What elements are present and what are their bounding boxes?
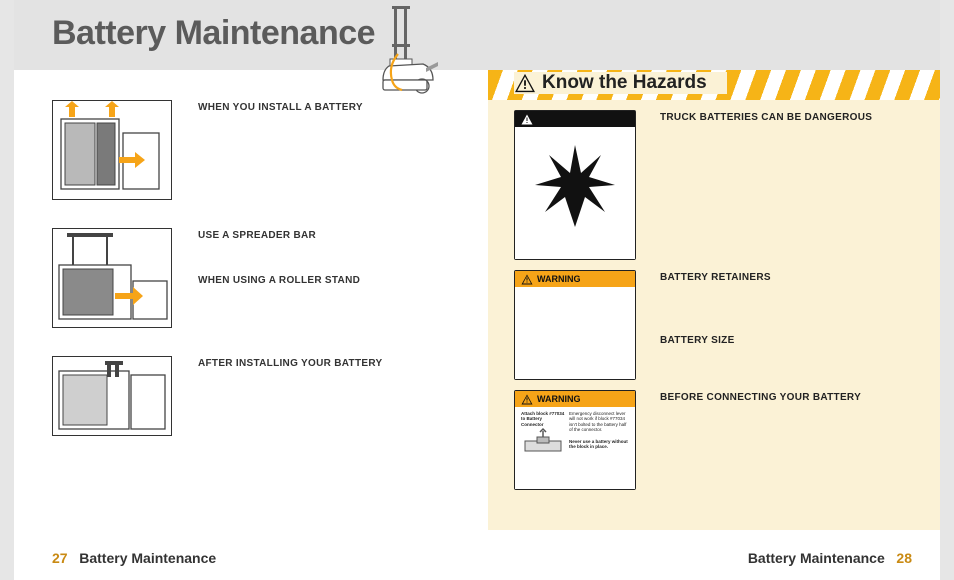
hazards-title-text: Know the Hazards (542, 72, 707, 94)
hazard-card-2-body (515, 287, 635, 379)
hazard-row-2: WARNING BATTERY RETAINERS BATTERY SIZE (514, 270, 914, 380)
hazard-card-3-bar: WARNING (515, 391, 635, 407)
explosion-icon (515, 127, 635, 257)
step-1: WHEN YOU INSTALL A BATTERY (52, 100, 472, 200)
hazard-3-heading: BEFORE CONNECTING YOUR BATTERY (660, 390, 861, 405)
card3-text-1: Attach block #77034 to Battery Connector (521, 411, 565, 427)
step-1-illustration (52, 100, 172, 200)
warning-triangle-icon (521, 394, 533, 405)
page: Battery Maintenance (14, 0, 940, 580)
forklift-top-illustration (364, 4, 454, 109)
hazards-section-title: Know the Hazards (514, 72, 727, 94)
hazard-row-1: TRUCK BATTERIES CAN BE DANGEROUS (514, 110, 914, 260)
hazard-1-heading: TRUCK BATTERIES CAN BE DANGEROUS (660, 110, 872, 125)
hazard-card-1 (514, 110, 636, 260)
step-1-heading: WHEN YOU INSTALL A BATTERY (198, 100, 363, 115)
step-2-heading-b: WHEN USING A ROLLER STAND (198, 273, 360, 288)
hazard-card-3-body: Attach block #77034 to Battery Connector… (515, 407, 635, 489)
hazard-card-1-bar (515, 111, 635, 127)
hazard-2-text: BATTERY RETAINERS BATTERY SIZE (660, 270, 771, 348)
hazard-row-3: WARNING Attach block #77034 to Battery C… (514, 390, 914, 490)
step-2: USE A SPREADER BAR WHEN USING A ROLLER S… (52, 228, 472, 328)
left-steps-column: WHEN YOU INSTALL A BATTERY USE A SPREADE… (52, 100, 472, 464)
hazard-card-2: WARNING (514, 270, 636, 380)
step-2-heading-a: USE A SPREADER BAR (198, 228, 360, 243)
warning-label: WARNING (537, 394, 581, 404)
footer-right-text: Battery Maintenance (748, 550, 885, 566)
connector-block-icon (521, 427, 565, 461)
page-number-right: 28 (896, 550, 912, 566)
hazard-2-heading-b: BATTERY SIZE (660, 333, 771, 348)
step-3-heading: AFTER INSTALLING YOUR BATTERY (198, 356, 382, 371)
step-3: AFTER INSTALLING YOUR BATTERY (52, 356, 472, 436)
warning-triangle-icon (514, 73, 536, 93)
footer-left: 27 Battery Maintenance (52, 550, 216, 566)
step-3-illustration (52, 356, 172, 436)
hazards-inner: TRUCK BATTERIES CAN BE DANGEROUS WARNING… (514, 110, 914, 500)
page-number-left: 27 (52, 550, 68, 566)
footer-right: Battery Maintenance 28 (748, 550, 912, 566)
card3-text-2: Emergency disconnect lever will not work… (569, 411, 629, 433)
warning-triangle-icon (521, 114, 533, 125)
hazard-2-heading-a: BATTERY RETAINERS (660, 270, 771, 285)
page-title: Battery Maintenance (52, 14, 375, 53)
step-2-text: USE A SPREADER BAR WHEN USING A ROLLER S… (198, 228, 360, 288)
card3-text-3: Never use a battery without the block in… (569, 439, 629, 450)
hazard-card-3: WARNING Attach block #77034 to Battery C… (514, 390, 636, 490)
footer-left-text: Battery Maintenance (79, 550, 216, 566)
hazard-card-1-body (515, 127, 635, 259)
warning-label: WARNING (537, 274, 581, 284)
step-2-illustration (52, 228, 172, 328)
warning-triangle-icon (521, 274, 533, 285)
hazard-card-2-bar: WARNING (515, 271, 635, 287)
